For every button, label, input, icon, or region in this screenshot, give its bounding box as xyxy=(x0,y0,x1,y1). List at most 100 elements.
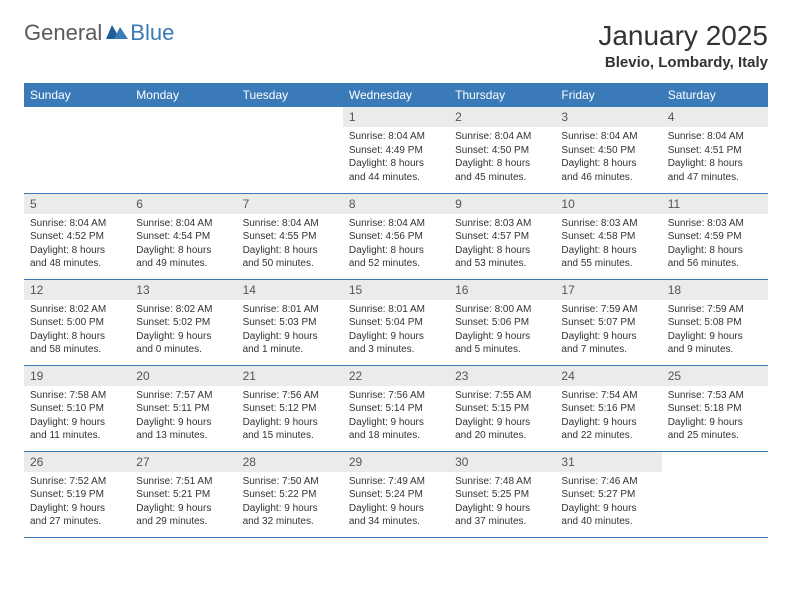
day-number: 11 xyxy=(662,194,768,214)
header: General Blue January 2025 Blevio, Lombar… xyxy=(24,20,768,71)
day-info: Sunrise: 7:59 AMSunset: 5:08 PMDaylight:… xyxy=(662,300,768,359)
calendar-day-cell: 30Sunrise: 7:48 AMSunset: 5:25 PMDayligh… xyxy=(449,451,555,537)
day-info: Sunrise: 7:54 AMSunset: 5:16 PMDaylight:… xyxy=(555,386,661,445)
calendar-day-cell: 4Sunrise: 8:04 AMSunset: 4:51 PMDaylight… xyxy=(662,107,768,193)
calendar-day-cell: 6Sunrise: 8:04 AMSunset: 4:54 PMDaylight… xyxy=(130,193,236,279)
day-info: Sunrise: 8:04 AMSunset: 4:51 PMDaylight:… xyxy=(662,127,768,186)
calendar-day-cell: 20Sunrise: 7:57 AMSunset: 5:11 PMDayligh… xyxy=(130,365,236,451)
calendar-day-cell: 29Sunrise: 7:49 AMSunset: 5:24 PMDayligh… xyxy=(343,451,449,537)
calendar-body: 1Sunrise: 8:04 AMSunset: 4:49 PMDaylight… xyxy=(24,107,768,537)
logo: General Blue xyxy=(24,20,174,46)
day-number: 30 xyxy=(449,452,555,472)
day-info: Sunrise: 8:03 AMSunset: 4:58 PMDaylight:… xyxy=(555,214,661,273)
day-number: 15 xyxy=(343,280,449,300)
day-number: 17 xyxy=(555,280,661,300)
calendar-day-cell: 5Sunrise: 8:04 AMSunset: 4:52 PMDaylight… xyxy=(24,193,130,279)
day-number: 29 xyxy=(343,452,449,472)
day-number: 12 xyxy=(24,280,130,300)
day-number: 24 xyxy=(555,366,661,386)
day-number: 8 xyxy=(343,194,449,214)
calendar-day-cell: 21Sunrise: 7:56 AMSunset: 5:12 PMDayligh… xyxy=(237,365,343,451)
calendar-day-cell: 27Sunrise: 7:51 AMSunset: 5:21 PMDayligh… xyxy=(130,451,236,537)
day-info: Sunrise: 8:01 AMSunset: 5:03 PMDaylight:… xyxy=(237,300,343,359)
day-info: Sunrise: 7:55 AMSunset: 5:15 PMDaylight:… xyxy=(449,386,555,445)
day-info: Sunrise: 7:53 AMSunset: 5:18 PMDaylight:… xyxy=(662,386,768,445)
day-info: Sunrise: 7:56 AMSunset: 5:12 PMDaylight:… xyxy=(237,386,343,445)
day-number: 13 xyxy=(130,280,236,300)
calendar-day-cell xyxy=(24,107,130,193)
calendar-day-cell: 26Sunrise: 7:52 AMSunset: 5:19 PMDayligh… xyxy=(24,451,130,537)
weekday-header: Sunday xyxy=(24,83,130,107)
day-number: 7 xyxy=(237,194,343,214)
calendar-day-cell: 1Sunrise: 8:04 AMSunset: 4:49 PMDaylight… xyxy=(343,107,449,193)
weekday-header: Saturday xyxy=(662,83,768,107)
calendar-day-cell: 25Sunrise: 7:53 AMSunset: 5:18 PMDayligh… xyxy=(662,365,768,451)
calendar-day-cell: 28Sunrise: 7:50 AMSunset: 5:22 PMDayligh… xyxy=(237,451,343,537)
day-number: 9 xyxy=(449,194,555,214)
calendar-day-cell: 12Sunrise: 8:02 AMSunset: 5:00 PMDayligh… xyxy=(24,279,130,365)
day-info: Sunrise: 7:46 AMSunset: 5:27 PMDaylight:… xyxy=(555,472,661,531)
day-number: 22 xyxy=(343,366,449,386)
calendar-day-cell: 22Sunrise: 7:56 AMSunset: 5:14 PMDayligh… xyxy=(343,365,449,451)
weekday-header: Tuesday xyxy=(237,83,343,107)
day-number: 1 xyxy=(343,107,449,127)
day-number: 10 xyxy=(555,194,661,214)
day-number: 5 xyxy=(24,194,130,214)
calendar-day-cell: 2Sunrise: 8:04 AMSunset: 4:50 PMDaylight… xyxy=(449,107,555,193)
day-info: Sunrise: 7:49 AMSunset: 5:24 PMDaylight:… xyxy=(343,472,449,531)
calendar-day-cell: 23Sunrise: 7:55 AMSunset: 5:15 PMDayligh… xyxy=(449,365,555,451)
calendar-day-cell: 11Sunrise: 8:03 AMSunset: 4:59 PMDayligh… xyxy=(662,193,768,279)
calendar-table: SundayMondayTuesdayWednesdayThursdayFrid… xyxy=(24,83,768,538)
day-info: Sunrise: 7:52 AMSunset: 5:19 PMDaylight:… xyxy=(24,472,130,531)
calendar-day-cell: 7Sunrise: 8:04 AMSunset: 4:55 PMDaylight… xyxy=(237,193,343,279)
day-number: 23 xyxy=(449,366,555,386)
day-info: Sunrise: 8:04 AMSunset: 4:52 PMDaylight:… xyxy=(24,214,130,273)
day-info: Sunrise: 8:03 AMSunset: 4:59 PMDaylight:… xyxy=(662,214,768,273)
location-text: Blevio, Lombardy, Italy xyxy=(598,54,768,71)
calendar-day-cell xyxy=(237,107,343,193)
day-number: 20 xyxy=(130,366,236,386)
calendar-day-cell xyxy=(662,451,768,537)
calendar-header-row: SundayMondayTuesdayWednesdayThursdayFrid… xyxy=(24,83,768,107)
day-info: Sunrise: 8:04 AMSunset: 4:50 PMDaylight:… xyxy=(555,127,661,186)
title-block: January 2025 Blevio, Lombardy, Italy xyxy=(598,20,768,71)
day-info: Sunrise: 8:04 AMSunset: 4:50 PMDaylight:… xyxy=(449,127,555,186)
day-number: 27 xyxy=(130,452,236,472)
calendar-day-cell: 3Sunrise: 8:04 AMSunset: 4:50 PMDaylight… xyxy=(555,107,661,193)
day-info: Sunrise: 7:59 AMSunset: 5:07 PMDaylight:… xyxy=(555,300,661,359)
day-info: Sunrise: 8:00 AMSunset: 5:06 PMDaylight:… xyxy=(449,300,555,359)
day-info: Sunrise: 7:50 AMSunset: 5:22 PMDaylight:… xyxy=(237,472,343,531)
day-info: Sunrise: 8:04 AMSunset: 4:49 PMDaylight:… xyxy=(343,127,449,186)
day-info: Sunrise: 8:04 AMSunset: 4:56 PMDaylight:… xyxy=(343,214,449,273)
month-title: January 2025 xyxy=(598,20,768,52)
day-info: Sunrise: 8:04 AMSunset: 4:55 PMDaylight:… xyxy=(237,214,343,273)
day-number: 21 xyxy=(237,366,343,386)
weekday-header: Thursday xyxy=(449,83,555,107)
logo-triangle-icon xyxy=(106,23,128,44)
day-number: 25 xyxy=(662,366,768,386)
day-info: Sunrise: 8:02 AMSunset: 5:02 PMDaylight:… xyxy=(130,300,236,359)
day-number: 26 xyxy=(24,452,130,472)
calendar-day-cell: 31Sunrise: 7:46 AMSunset: 5:27 PMDayligh… xyxy=(555,451,661,537)
day-info: Sunrise: 8:04 AMSunset: 4:54 PMDaylight:… xyxy=(130,214,236,273)
day-number: 28 xyxy=(237,452,343,472)
day-number: 16 xyxy=(449,280,555,300)
weekday-header: Monday xyxy=(130,83,236,107)
calendar-week-row: 19Sunrise: 7:58 AMSunset: 5:10 PMDayligh… xyxy=(24,365,768,451)
calendar-day-cell: 13Sunrise: 8:02 AMSunset: 5:02 PMDayligh… xyxy=(130,279,236,365)
calendar-day-cell: 9Sunrise: 8:03 AMSunset: 4:57 PMDaylight… xyxy=(449,193,555,279)
calendar-week-row: 5Sunrise: 8:04 AMSunset: 4:52 PMDaylight… xyxy=(24,193,768,279)
day-number: 14 xyxy=(237,280,343,300)
logo-text-blue: Blue xyxy=(130,20,174,46)
day-number: 2 xyxy=(449,107,555,127)
weekday-header: Wednesday xyxy=(343,83,449,107)
calendar-day-cell: 14Sunrise: 8:01 AMSunset: 5:03 PMDayligh… xyxy=(237,279,343,365)
logo-text-general: General xyxy=(24,20,102,46)
day-info: Sunrise: 7:56 AMSunset: 5:14 PMDaylight:… xyxy=(343,386,449,445)
calendar-day-cell: 17Sunrise: 7:59 AMSunset: 5:07 PMDayligh… xyxy=(555,279,661,365)
weekday-header: Friday xyxy=(555,83,661,107)
calendar-day-cell: 18Sunrise: 7:59 AMSunset: 5:08 PMDayligh… xyxy=(662,279,768,365)
calendar-week-row: 12Sunrise: 8:02 AMSunset: 5:00 PMDayligh… xyxy=(24,279,768,365)
calendar-week-row: 26Sunrise: 7:52 AMSunset: 5:19 PMDayligh… xyxy=(24,451,768,537)
day-info: Sunrise: 8:01 AMSunset: 5:04 PMDaylight:… xyxy=(343,300,449,359)
